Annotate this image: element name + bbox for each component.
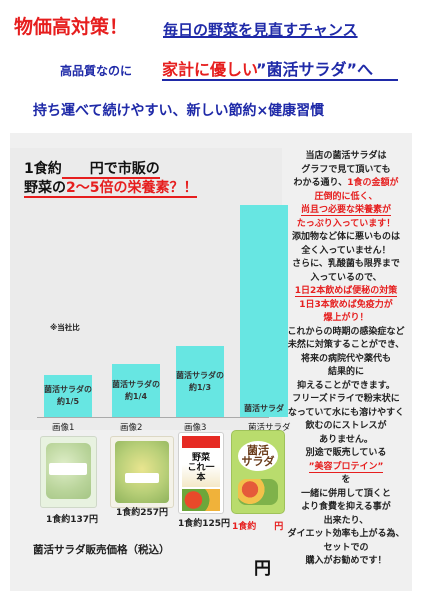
side-line: さらに、乳酸菌も限界まで bbox=[292, 259, 400, 269]
side-line: 1日3本飲めば免疫力が bbox=[299, 299, 393, 310]
category-label-2: 画像2 bbox=[120, 423, 143, 433]
side-line: 全く入っていません！ bbox=[301, 245, 391, 256]
price-caption-3: 1食約125円 bbox=[178, 519, 231, 529]
side-line: 圧倒的に低く、 bbox=[314, 191, 378, 202]
side-line: わかる通り、1食の金額が bbox=[293, 178, 399, 188]
side-line: 別途で販売している bbox=[305, 448, 387, 458]
price-caption-1: 1食約137円 bbox=[46, 515, 99, 525]
bar-2 bbox=[112, 364, 160, 417]
side-line: 尚且つ必要な栄養素が bbox=[300, 205, 391, 216]
category-label-1: 画像1 bbox=[52, 423, 75, 433]
corn-salad-pack-icon bbox=[110, 436, 174, 508]
bar-label-4: 菌活サラダ bbox=[244, 404, 284, 413]
bar-label-3: 菌活サラダの 約1/3 bbox=[176, 370, 224, 392]
bar-4 bbox=[240, 205, 288, 417]
side-line: 将来の病院代や薬代も bbox=[300, 353, 391, 364]
side-line: これからの時期の感染症など bbox=[287, 326, 405, 337]
side-line: 当店の菌活サラダは bbox=[305, 151, 387, 161]
side-line: より食費を抑える事が bbox=[301, 502, 391, 512]
side-line: 爆上がり！ bbox=[323, 313, 369, 323]
side-line: 抑えることができます。 bbox=[297, 380, 395, 391]
chart-axis bbox=[37, 417, 269, 418]
side-line: ありません。 bbox=[319, 434, 373, 445]
tagline: 持ち運べて続けやすい、新しい節約×健康習慣 bbox=[33, 103, 325, 119]
side-line: 一緒に併用して頂くと bbox=[301, 488, 391, 499]
side-line: 出来たり、 bbox=[323, 515, 369, 526]
subtitle-blue: ”菌活サラダ”へ bbox=[256, 60, 374, 79]
side-line: 添加物など体に悪いものは bbox=[291, 232, 400, 242]
bar-1 bbox=[44, 375, 92, 417]
chart-note: ※当社比 bbox=[50, 323, 80, 332]
title-red: 物価高対策！ bbox=[14, 16, 129, 38]
category-label-4: 菌活サラダ bbox=[248, 423, 291, 433]
price-caption-2: 1食約257円 bbox=[116, 508, 169, 518]
subtitle-prefix: 高品質なのに bbox=[60, 64, 133, 78]
category-label-3: 画像3 bbox=[184, 423, 207, 433]
headline-part-3: 野菜の bbox=[24, 180, 66, 198]
side-line: フリーズドライで粉末状に bbox=[292, 394, 400, 404]
headline-part-2: 円で市販の bbox=[61, 161, 160, 179]
side-line: 飲むのにストレスが bbox=[305, 421, 387, 431]
side-line: 購入がお勧めです！ bbox=[305, 556, 387, 566]
vegetable-juice-icon: 野菜 これ一本 bbox=[178, 432, 224, 514]
subtitle-red: 家計に優しい bbox=[162, 60, 259, 79]
side-line: 結果的に bbox=[327, 367, 364, 377]
side-description: 当店の菌活サラダは グラフで見て頂いても わかる通り、1食の金額が 圧倒的に低く、尚且… bbox=[285, 150, 407, 569]
side-line: たっぷり入っています！ bbox=[296, 218, 396, 229]
bar-label-2: 菌活サラダの 約1/4 bbox=[112, 379, 160, 401]
side-line: ”美容プロテイン” bbox=[308, 461, 384, 473]
side-line: 未然に対策することができ、 bbox=[287, 340, 405, 350]
side-line: を bbox=[341, 475, 351, 485]
subtitle-underline bbox=[162, 79, 398, 81]
bar-3 bbox=[176, 346, 224, 417]
chart-headline: 1食約 円で市販の 野菜の2～5倍の栄養素？！ bbox=[24, 160, 198, 198]
side-line: グラフで見て頂いても bbox=[301, 164, 391, 175]
bar-label-1: 菌活サラダの 約1/5 bbox=[44, 385, 92, 406]
kinkatsu-salad-bag-icon: 菌活 サラダ bbox=[231, 430, 285, 514]
price-caption-4: 1食約 円 bbox=[232, 522, 284, 532]
cabbage-salad-pack-icon bbox=[40, 436, 97, 508]
title-blue: 毎日の野菜を見直すチャンス bbox=[163, 21, 358, 39]
price-label: 菌活サラダ販売価格（税込） bbox=[33, 544, 170, 556]
headline-part-1: 1食約 bbox=[24, 161, 62, 177]
side-line: なっていて水にも溶けやすく bbox=[287, 407, 405, 418]
side-line: 入っているので、 bbox=[310, 272, 382, 283]
side-line: 1日2本飲めば便秘の対策 bbox=[294, 286, 398, 297]
side-line: セットでの bbox=[323, 542, 369, 553]
headline-red: 2～5倍の栄養素？！ bbox=[66, 180, 198, 198]
side-line: ダイエット効率も上がる為、 bbox=[287, 529, 405, 539]
price-yen: 円 bbox=[254, 559, 271, 579]
